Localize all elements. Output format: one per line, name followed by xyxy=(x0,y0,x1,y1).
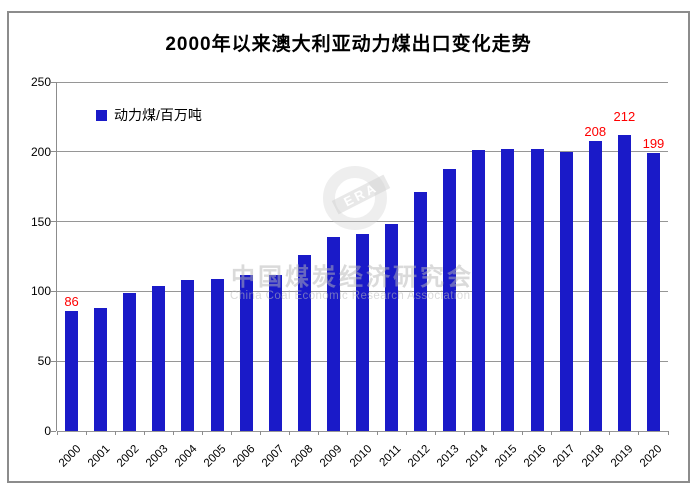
bar-2011 xyxy=(385,224,399,431)
legend: 动力煤/百万吨 xyxy=(96,105,202,125)
bar-2006 xyxy=(239,274,253,431)
y-axis-tick xyxy=(51,430,56,432)
x-axis-tick xyxy=(376,431,378,435)
x-axis-tick xyxy=(492,431,494,435)
x-axis-tick xyxy=(347,431,349,435)
bar-2009 xyxy=(326,236,340,431)
y-axis-label: 200 xyxy=(30,144,51,159)
x-axis-tick xyxy=(172,431,174,435)
gridline-0 xyxy=(57,430,668,432)
value-label-2018: 208 xyxy=(584,123,607,139)
watermark-cn-text: 中国煤炭经济研究会 xyxy=(231,264,474,291)
bar-2001 xyxy=(94,308,108,431)
bar-2015 xyxy=(501,149,515,431)
y-axis-label: 150 xyxy=(30,214,51,229)
y-axis-tick xyxy=(51,290,56,292)
bar-2002 xyxy=(123,292,137,431)
plot-area: 0 50 100 150 200 250 2000 2001 2002 2003 2004 2005 2… xyxy=(31,75,669,470)
x-axis-tick xyxy=(638,431,640,435)
bar-2012 xyxy=(414,192,428,431)
x-axis-tick xyxy=(231,431,233,435)
bar-2007 xyxy=(268,274,282,431)
gridline-250 xyxy=(57,81,668,83)
bar-2000 xyxy=(65,310,79,431)
x-axis-tick xyxy=(667,431,669,435)
y-axis-tick xyxy=(51,151,56,153)
x-axis-tick xyxy=(580,431,582,435)
x-axis-tick xyxy=(434,431,436,435)
y-axis-tick xyxy=(51,221,56,223)
x-axis-tick xyxy=(522,431,524,435)
x-axis-tick xyxy=(201,431,203,435)
bar-2005 xyxy=(210,278,224,431)
x-axis-tick xyxy=(318,431,320,435)
y-axis-tick xyxy=(51,81,56,83)
chart-border xyxy=(7,11,690,483)
chart-title: 2000年以来澳大利亚动力煤出口变化走势 xyxy=(165,34,532,55)
watermark-en-text: China Coal Economic Research Association xyxy=(230,290,471,302)
y-axis-label: 250 xyxy=(30,75,51,89)
value-label-2019: 212 xyxy=(613,109,636,125)
bar-2013 xyxy=(443,168,457,431)
x-axis-tick xyxy=(114,431,116,435)
x-axis-tick xyxy=(405,431,407,435)
x-axis-tick xyxy=(56,431,58,435)
bar-2010 xyxy=(356,234,369,431)
y-axis-label: 0 xyxy=(44,424,51,438)
x-axis-tick xyxy=(260,431,262,435)
value-label-2000: 86 xyxy=(64,293,79,309)
x-axis-tick xyxy=(85,431,87,435)
y-axis-label: 100 xyxy=(30,284,51,299)
x-axis-tick xyxy=(609,431,611,435)
y-axis-label: 50 xyxy=(37,354,51,369)
y-axis-tick xyxy=(51,360,56,362)
x-axis-tick xyxy=(463,431,465,435)
legend-label: 动力煤/百万吨 xyxy=(114,107,202,123)
bar-2018 xyxy=(588,140,602,431)
x-axis-tick xyxy=(289,431,291,435)
bar-2004 xyxy=(181,280,195,431)
bar-2003 xyxy=(152,285,166,431)
gridline-200 xyxy=(57,151,668,153)
bar-2016 xyxy=(530,149,544,431)
bar-2017 xyxy=(559,151,573,431)
x-axis-tick xyxy=(143,431,145,435)
y-axis-line xyxy=(56,82,57,431)
value-label-2020: 199 xyxy=(642,136,665,152)
legend-swatch-icon xyxy=(96,109,107,121)
bar-2014 xyxy=(472,150,486,431)
bar-2019 xyxy=(617,135,631,431)
x-axis-tick xyxy=(551,431,553,435)
bar-2008 xyxy=(297,255,311,431)
bar-2020 xyxy=(646,153,660,431)
